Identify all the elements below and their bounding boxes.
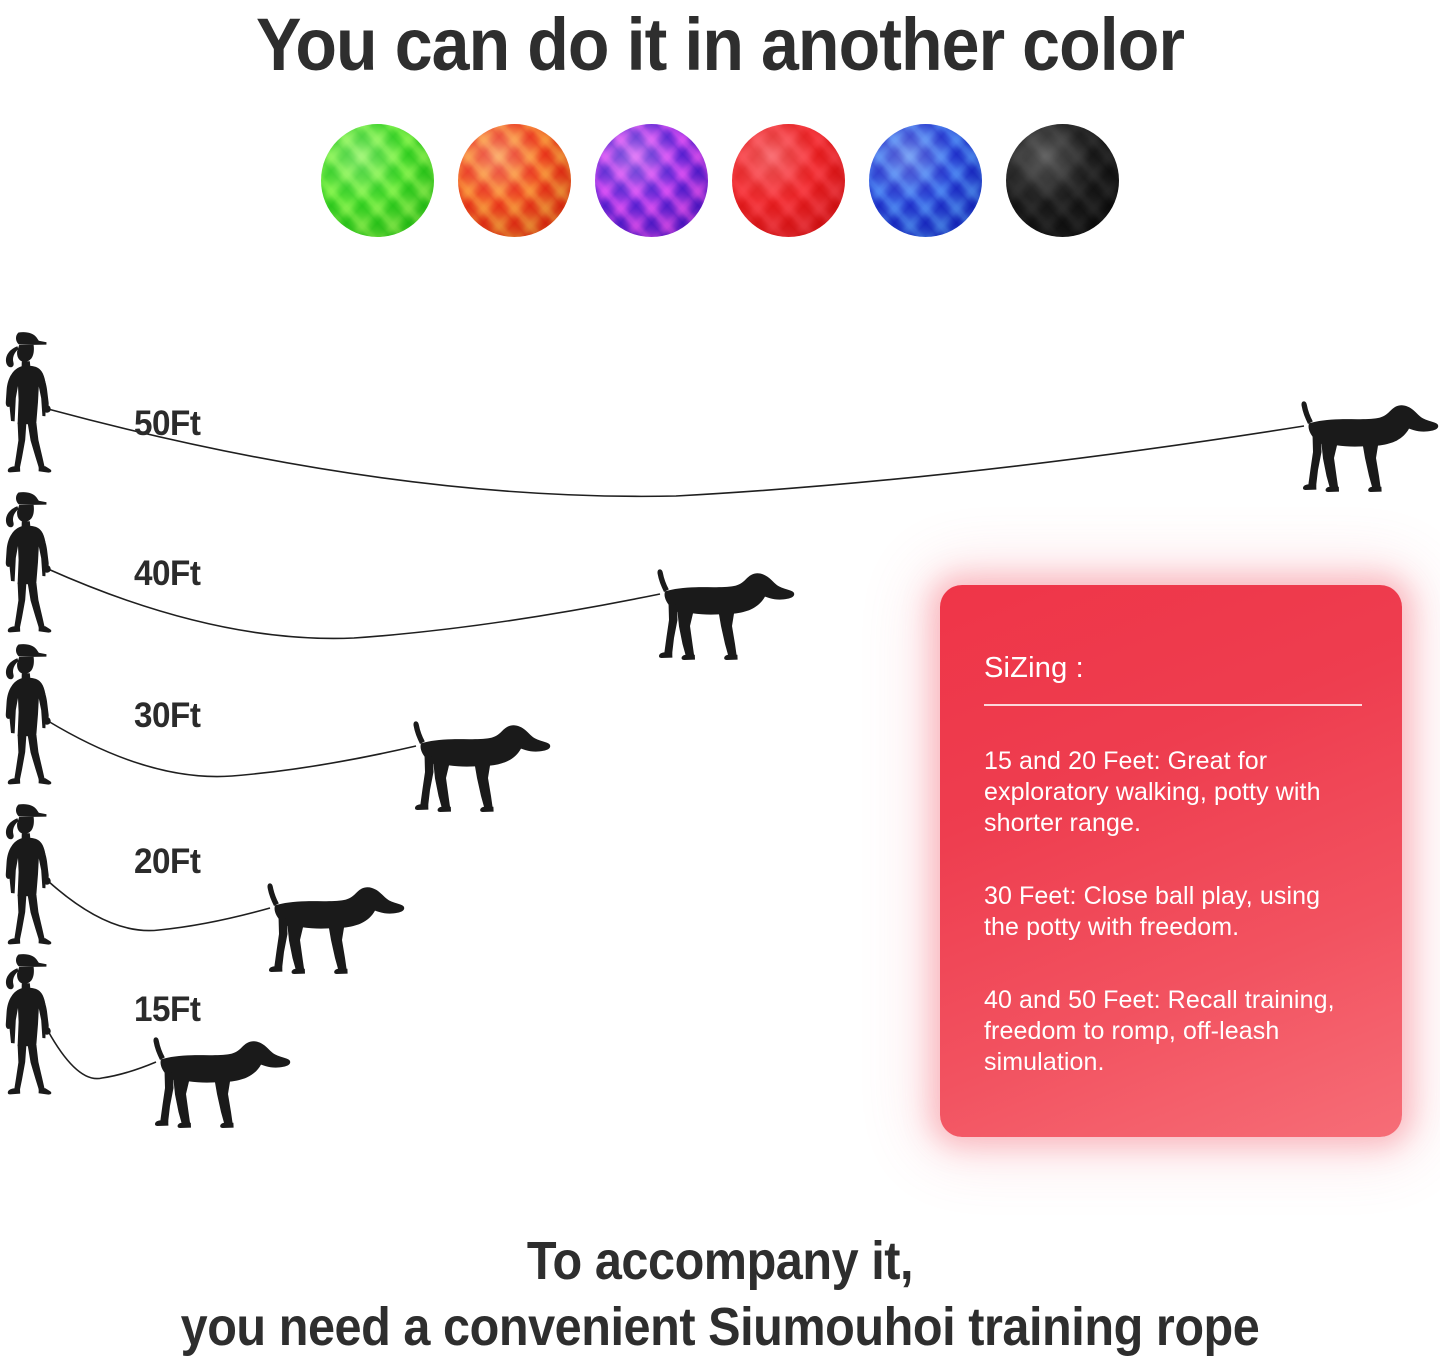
dog-silhouette [1301, 401, 1439, 492]
color-swatch-purple[interactable] [595, 124, 708, 237]
tagline-line-1: To accompany it, [526, 1231, 914, 1291]
person-silhouette [5, 332, 52, 473]
color-swatch-red[interactable] [732, 124, 845, 237]
length-label-30ft: 30Ft [134, 696, 201, 735]
color-swatch-orange[interactable] [458, 124, 571, 237]
swatch-sheen [321, 124, 434, 237]
tagline-line-2: you need a convenient Siumouhoi training… [180, 1297, 1260, 1357]
leash-line [47, 720, 417, 778]
sizing-note-15-20: 15 and 20 Feet: Great for exploratory wa… [984, 747, 1321, 837]
sizing-note-40-50: 40 and 50 Feet: Recall training, freedom… [984, 986, 1335, 1076]
rope-weave-texture [321, 124, 434, 237]
footer-tagline: To accompany it, you need a convenient S… [72, 1228, 1368, 1360]
page-title: You can do it in another color [255, 3, 1185, 86]
rope-weave-texture [732, 124, 845, 237]
dog-silhouette [267, 883, 405, 974]
sizing-card-title: SiZing : [984, 652, 1084, 684]
color-swatch-black[interactable] [1006, 124, 1119, 237]
leash-length-diagram: 50Ft 40Ft 30Ft 20Ft 15Ft [0, 310, 1440, 1150]
leash-line-group [47, 408, 1305, 1080]
person-silhouette [5, 954, 52, 1095]
person-silhouette-group [5, 332, 52, 1095]
dog-silhouette [413, 721, 551, 812]
sizing-card-divider [984, 704, 1362, 706]
color-swatch-blue[interactable] [869, 124, 982, 237]
length-label-15ft: 15Ft [134, 990, 201, 1029]
rope-weave-texture [1006, 124, 1119, 237]
length-label-50ft: 50Ft [134, 404, 201, 443]
sizing-info-card: SiZing : 15 and 20 Feet: Great for explo… [940, 585, 1402, 1137]
person-silhouette [5, 804, 52, 945]
swatch-sheen [869, 124, 982, 237]
leash-diagram-svg [5, 332, 1439, 1128]
swatch-sheen [595, 124, 708, 237]
rope-weave-texture [869, 124, 982, 237]
length-label-20ft: 20Ft [134, 842, 201, 881]
person-silhouette [5, 492, 52, 633]
leash-line [47, 568, 661, 640]
person-silhouette [5, 644, 52, 785]
swatch-sheen [1006, 124, 1119, 237]
color-swatch-row [0, 124, 1440, 237]
swatch-sheen [732, 124, 845, 237]
rope-weave-texture [458, 124, 571, 237]
length-label-40ft: 40Ft [134, 554, 201, 593]
dog-silhouette [657, 569, 795, 660]
leash-line [47, 880, 271, 932]
leash-line [47, 1030, 157, 1080]
rope-weave-texture [595, 124, 708, 237]
sizing-note-30: 30 Feet: Close ball play, using the pott… [984, 882, 1321, 941]
leash-line [47, 408, 1305, 498]
dog-silhouette [153, 1037, 291, 1128]
color-swatch-green[interactable] [321, 124, 434, 237]
swatch-sheen [458, 124, 571, 237]
